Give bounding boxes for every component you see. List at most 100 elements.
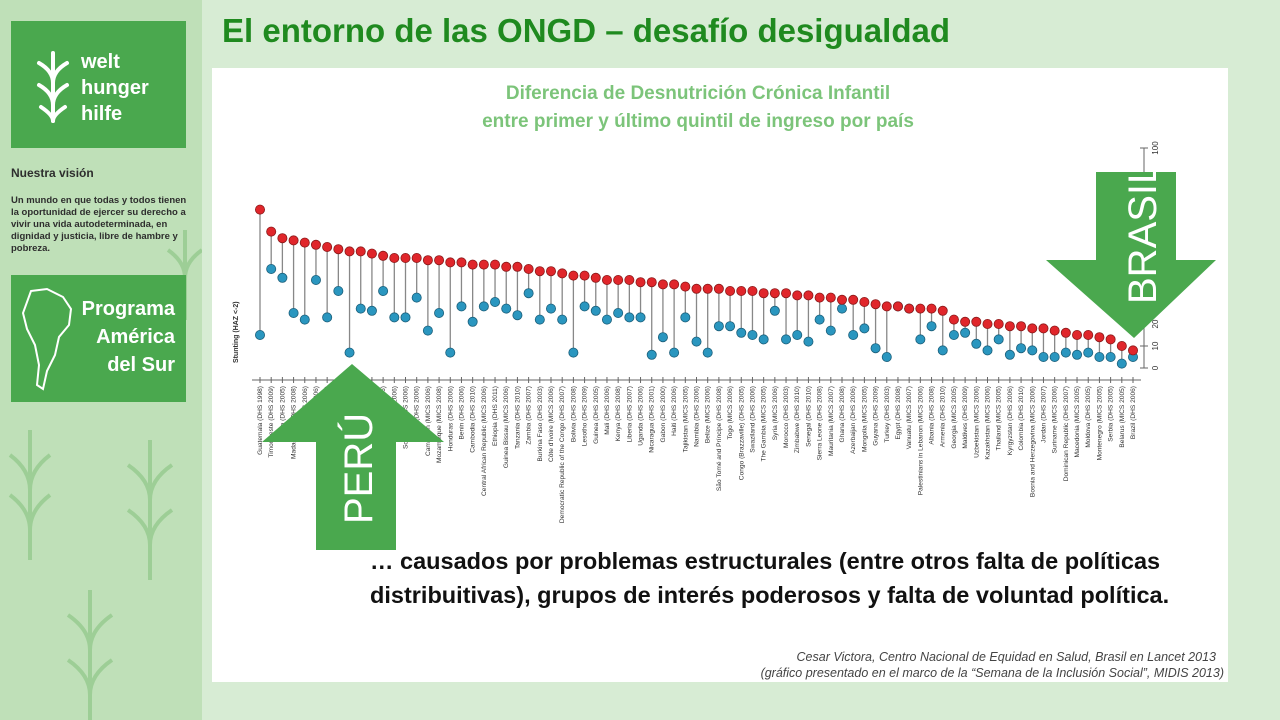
- brasil-label: BRASIL: [1121, 162, 1165, 304]
- x-tick-label: Mongolia (MICS 2005): [861, 386, 868, 452]
- richest-quintile-point: [467, 316, 478, 327]
- x-tick-label: Macedonia (MICS 2005): [1074, 386, 1081, 457]
- poorest-quintile-point: [1072, 329, 1083, 340]
- richest-quintile-point: [713, 321, 724, 332]
- x-tick-label: Dominican Republic (DHS 2007): [1063, 386, 1070, 481]
- x-tick-label: Albania (DHS 2008): [929, 386, 936, 445]
- richest-quintile-point: [792, 329, 803, 340]
- richest-quintile-point: [568, 347, 579, 358]
- x-tick-label: Syria (MICS 2006): [772, 386, 779, 440]
- x-tick-label: Burkina Faso (DHS 2003): [537, 386, 544, 462]
- body-text: … causados por problemas estructurales (…: [370, 548, 1170, 608]
- slide-title: El entorno de las ONGD – desafío desigua…: [222, 12, 950, 49]
- richest-quintile-point: [758, 334, 769, 345]
- poorest-quintile-point: [792, 290, 803, 301]
- richest-quintile-point: [948, 329, 959, 340]
- x-tick-label: Thailand (MICS 2005): [996, 386, 1003, 451]
- x-tick-label: India (DHS 2005): [279, 386, 286, 437]
- richest-quintile-point: [881, 351, 892, 362]
- x-tick-label: Uzbekistan (MICS 2006): [973, 386, 980, 458]
- x-tick-label: Congo (Brazzaville) (DHS 2005): [738, 386, 745, 480]
- poorest-quintile-point: [691, 283, 702, 294]
- richest-quintile-point: [1116, 358, 1127, 369]
- x-tick-label: Armenia (DHS 2010): [940, 386, 947, 447]
- poorest-quintile-point: [837, 294, 848, 305]
- richest-quintile-point: [355, 303, 366, 314]
- peru-arrow: PERÚ: [262, 364, 444, 550]
- richest-quintile-point: [366, 305, 377, 316]
- y-tick-label: 20: [1151, 319, 1160, 328]
- poorest-quintile-point: [1105, 334, 1116, 345]
- poorest-quintile-point: [557, 268, 568, 279]
- poorest-quintile-point: [568, 270, 579, 281]
- poorest-quintile-point: [579, 270, 590, 281]
- richest-quintile-point: [680, 312, 691, 323]
- poorest-quintile-point: [948, 314, 959, 325]
- peru-arrow-shape: [262, 364, 444, 550]
- x-tick-label: Namibia (DHS 2006): [694, 386, 701, 447]
- richest-quintile-point: [478, 301, 489, 312]
- program-line: del Sur: [107, 354, 175, 376]
- x-tick-label: Sierra Leone (DHS 2008): [817, 386, 824, 460]
- x-tick-label: Cambodia (DHS 2010): [470, 386, 477, 453]
- poorest-quintile-point: [299, 237, 310, 248]
- logo-wordmark: welt hunger hilfe: [81, 49, 149, 127]
- x-tick-label: Côte d'Ivoire (MICS 2006): [548, 386, 555, 462]
- poorest-quintile-point: [814, 292, 825, 303]
- chart-subtitle: entre primer y último quintil de ingreso…: [482, 111, 914, 132]
- poorest-quintile-point: [266, 226, 277, 237]
- richest-quintile-point: [523, 288, 534, 299]
- x-tick-label: Benin (DHS 2006): [458, 386, 465, 440]
- brasil-arrow-shape: [1046, 172, 1216, 338]
- x-tick-label: Uganda (DHS 2006): [638, 386, 645, 446]
- x-tick-label: Mali (DHS 2006): [414, 386, 421, 435]
- richest-quintile-point: [937, 345, 948, 356]
- poorest-quintile-point: [411, 252, 422, 263]
- x-tick-label: Belize (MICS 2006): [705, 386, 712, 443]
- logo-line: hunger: [81, 77, 149, 99]
- richest-quintile-point: [557, 314, 568, 325]
- wheat-logo-icon: [37, 51, 69, 123]
- x-tick-label: Mozambique (MICS 2008): [436, 386, 443, 463]
- richest-quintile-point: [725, 321, 736, 332]
- x-tick-label: Tanzania (DHS 2010): [514, 386, 521, 449]
- poorest-quintile-point: [255, 204, 266, 215]
- vision-text: Un mundo en que todas y todos tienen la …: [11, 195, 187, 254]
- richest-quintile-point: [1016, 343, 1027, 354]
- y-tick-label: 100: [1151, 141, 1160, 155]
- x-tick-label: Guinea Bissau (MICS 2006): [503, 386, 510, 468]
- x-tick-label: Nicaragua (DHS 2001): [649, 386, 656, 453]
- richest-quintile-point: [545, 303, 556, 314]
- poorest-quintile-point: [803, 290, 814, 301]
- richest-quintile-point: [971, 338, 982, 349]
- richest-quintile-point: [1094, 351, 1105, 362]
- x-tick-label: The Gambia (MICS 2005): [761, 386, 768, 462]
- x-tick-label: Bosnia and Herzegovina (MICS 2006): [1029, 386, 1036, 497]
- poorest-quintile-point: [590, 272, 601, 283]
- richest-quintile-point: [434, 307, 445, 318]
- poorest-quintile-point: [769, 288, 780, 299]
- vision-title: Nuestra visión: [11, 166, 94, 180]
- poorest-quintile-point: [669, 279, 680, 290]
- richest-quintile-point: [266, 263, 277, 274]
- poorest-quintile-point: [926, 303, 937, 314]
- richest-quintile-point: [490, 296, 501, 307]
- richest-quintile-point: [859, 323, 870, 334]
- x-tick-label: Kyrgyzstan (DHS 2006): [1007, 386, 1014, 455]
- richest-quintile-point: [310, 274, 321, 285]
- richest-quintile-point: [1083, 347, 1094, 358]
- poorest-quintile-point: [657, 279, 668, 290]
- poorest-quintile-point: [870, 299, 881, 310]
- y-axis-label: Stunting (HAZ <-2): [233, 301, 240, 363]
- poorest-quintile-point: [758, 288, 769, 299]
- richest-quintile-point: [389, 312, 400, 323]
- richest-quintile-point: [1105, 351, 1116, 362]
- chart-panel: Diferencia de Desnutrición Crónica Infan…: [212, 68, 1228, 682]
- brasil-arrow: BRASIL: [1046, 162, 1216, 338]
- richest-quintile-point: [422, 325, 433, 336]
- poorest-quintile-point: [545, 266, 556, 277]
- poorest-quintile-point: [322, 241, 333, 252]
- x-tick-label: Azerbaijan (DHS 2006): [850, 386, 857, 454]
- poorest-quintile-point: [601, 274, 612, 285]
- poorest-quintile-point: [1060, 327, 1071, 338]
